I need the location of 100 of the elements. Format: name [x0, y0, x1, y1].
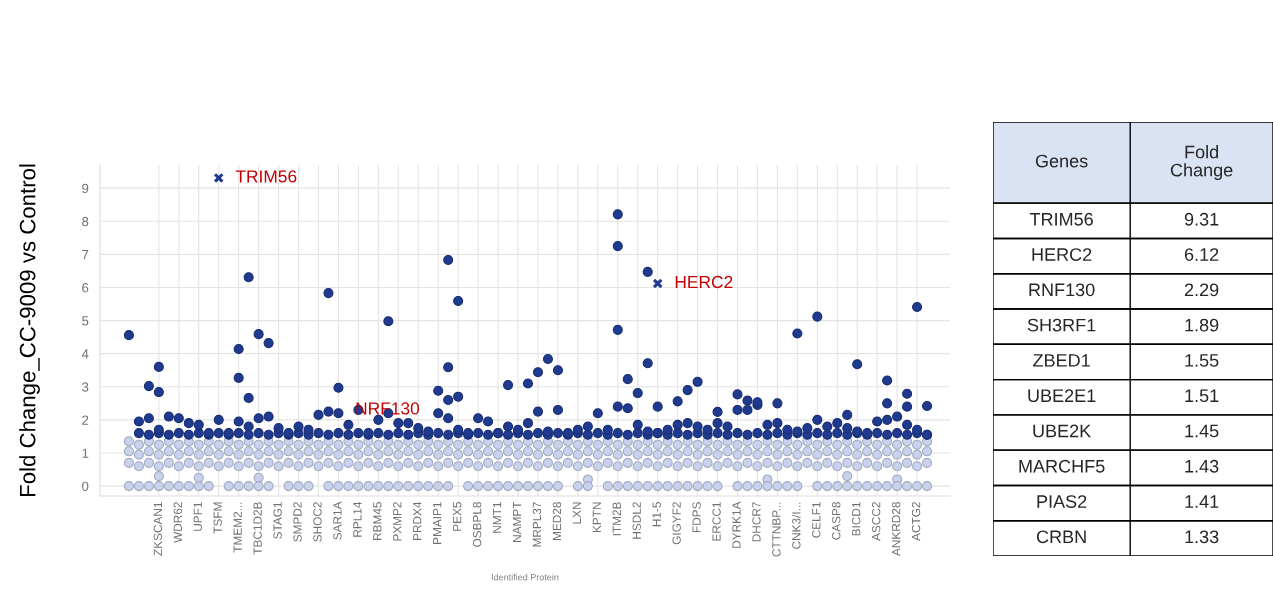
- y-tick-label: 9: [82, 183, 89, 194]
- category-label: CRBN: [1036, 530, 1086, 544]
- y-tick-label: 8: [82, 216, 89, 227]
- annotation: HERC2: [675, 275, 733, 289]
- x-tick-label: DYRK1A: [732, 501, 741, 548]
- point: [502, 380, 514, 391]
- point: [882, 375, 893, 386]
- point: [652, 401, 663, 412]
- x-tick-label: TBC1D2B: [253, 502, 262, 555]
- point: [902, 401, 913, 412]
- point: [433, 385, 444, 396]
- category-label: ZBED1: [1033, 354, 1090, 367]
- point: [692, 376, 703, 387]
- x-tick-label: UPF1: [193, 502, 202, 531]
- point: [921, 400, 933, 412]
- point: [383, 316, 394, 327]
- x-tick-label: HSDL2: [632, 502, 641, 539]
- x-tick-label: TSFM: [213, 502, 222, 534]
- category-label: SH3RF1: [1027, 318, 1096, 332]
- annotation: TRIM56: [235, 170, 297, 183]
- point: [652, 278, 663, 289]
- x-tick-label: SHOC2: [313, 502, 322, 542]
- y-tick-label: 3: [82, 382, 89, 392]
- x-tick-label: MRPL37: [532, 502, 542, 547]
- point: [443, 254, 454, 266]
- category-label: PIAS2: [1037, 495, 1087, 508]
- point: [323, 288, 334, 299]
- data-label: 1.33: [1185, 530, 1219, 544]
- text: Genes: [1035, 154, 1088, 168]
- point: [243, 392, 254, 404]
- x-tick-label: H1-5: [652, 502, 661, 527]
- x-tick-label: KPTN: [592, 502, 601, 533]
- data-label: 1.55: [1185, 354, 1219, 367]
- data-label: 1.51: [1185, 389, 1219, 403]
- point: [443, 362, 454, 373]
- point: [153, 361, 164, 372]
- x-tick-label: SAR1A: [333, 501, 342, 540]
- x-tick-label: PMAIP1: [433, 502, 442, 544]
- text: Fold Change: [1170, 145, 1233, 181]
- x-tick-label: SMPD2: [293, 502, 302, 542]
- y-axis-title: Fold Change_CC-9009 vs Control: [19, 164, 40, 497]
- x-tick-label: CASP8: [832, 502, 841, 540]
- data-label: 1.45: [1185, 424, 1219, 438]
- x-tick-label: RPL14: [353, 501, 362, 537]
- point: [852, 359, 863, 370]
- x-tick-label: LXN: [572, 502, 581, 524]
- y-tick-label: 0: [82, 481, 89, 491]
- x-tick-label: OSBPL8: [472, 502, 482, 547]
- point: [153, 471, 164, 482]
- data-label: 1.89: [1185, 318, 1219, 332]
- point: [612, 241, 623, 252]
- point: [233, 372, 244, 383]
- category-label: RNF130: [1029, 283, 1095, 297]
- point: [193, 472, 204, 483]
- y-tick-label: 5: [82, 316, 89, 326]
- y-tick-label: 1: [82, 448, 89, 458]
- data-label: 6.12: [1184, 248, 1219, 261]
- x-tick-label: ERCC1: [712, 502, 721, 541]
- point: [842, 471, 853, 482]
- category-label: MARCHF5: [1019, 459, 1105, 473]
- x-tick-label: STAG1: [273, 502, 282, 539]
- point: [882, 398, 893, 409]
- y-tick-label: 4: [81, 349, 89, 359]
- x-tick-label: ZKSCAN1: [153, 502, 163, 556]
- data-label: 1.41: [1185, 495, 1219, 508]
- point: [712, 406, 723, 417]
- category-label: HERC2: [1032, 248, 1092, 261]
- point: [153, 387, 164, 398]
- x-tick-label: NMT1: [492, 502, 502, 533]
- point: [552, 365, 563, 376]
- point: [453, 295, 464, 307]
- point: [213, 172, 224, 184]
- x-tick-label: NAMPT: [512, 501, 522, 542]
- x-tick-label: PRDX4: [413, 501, 422, 540]
- point: [902, 388, 913, 399]
- point: [233, 343, 244, 355]
- point: [812, 311, 823, 322]
- x-tick-label: BICD1: [852, 502, 861, 536]
- point: [742, 395, 753, 406]
- x-tick-label: PXMP2: [393, 502, 402, 541]
- point: [522, 378, 534, 389]
- point: [253, 329, 264, 340]
- data-label: 2.29: [1184, 283, 1219, 297]
- point: [682, 385, 693, 396]
- x-tick-label: CNK3/I...: [791, 502, 801, 549]
- x-tick-label: ITM2B: [612, 502, 621, 536]
- point: [642, 358, 653, 369]
- x-tick-label: PEX5: [453, 502, 462, 531]
- point: [772, 398, 783, 409]
- point: [542, 353, 554, 365]
- x-tick-label: DHCR7: [752, 502, 761, 542]
- y-tick-label: 6: [82, 283, 89, 293]
- y-tick-label: 7: [82, 250, 89, 260]
- point: [912, 301, 923, 313]
- x-axis-title: Identified Protein: [491, 573, 559, 581]
- x-tick-label: GIGYF2: [672, 502, 681, 545]
- point: [143, 381, 154, 392]
- data-label: 9.31: [1184, 212, 1219, 226]
- point: [243, 272, 254, 283]
- point: [453, 391, 464, 402]
